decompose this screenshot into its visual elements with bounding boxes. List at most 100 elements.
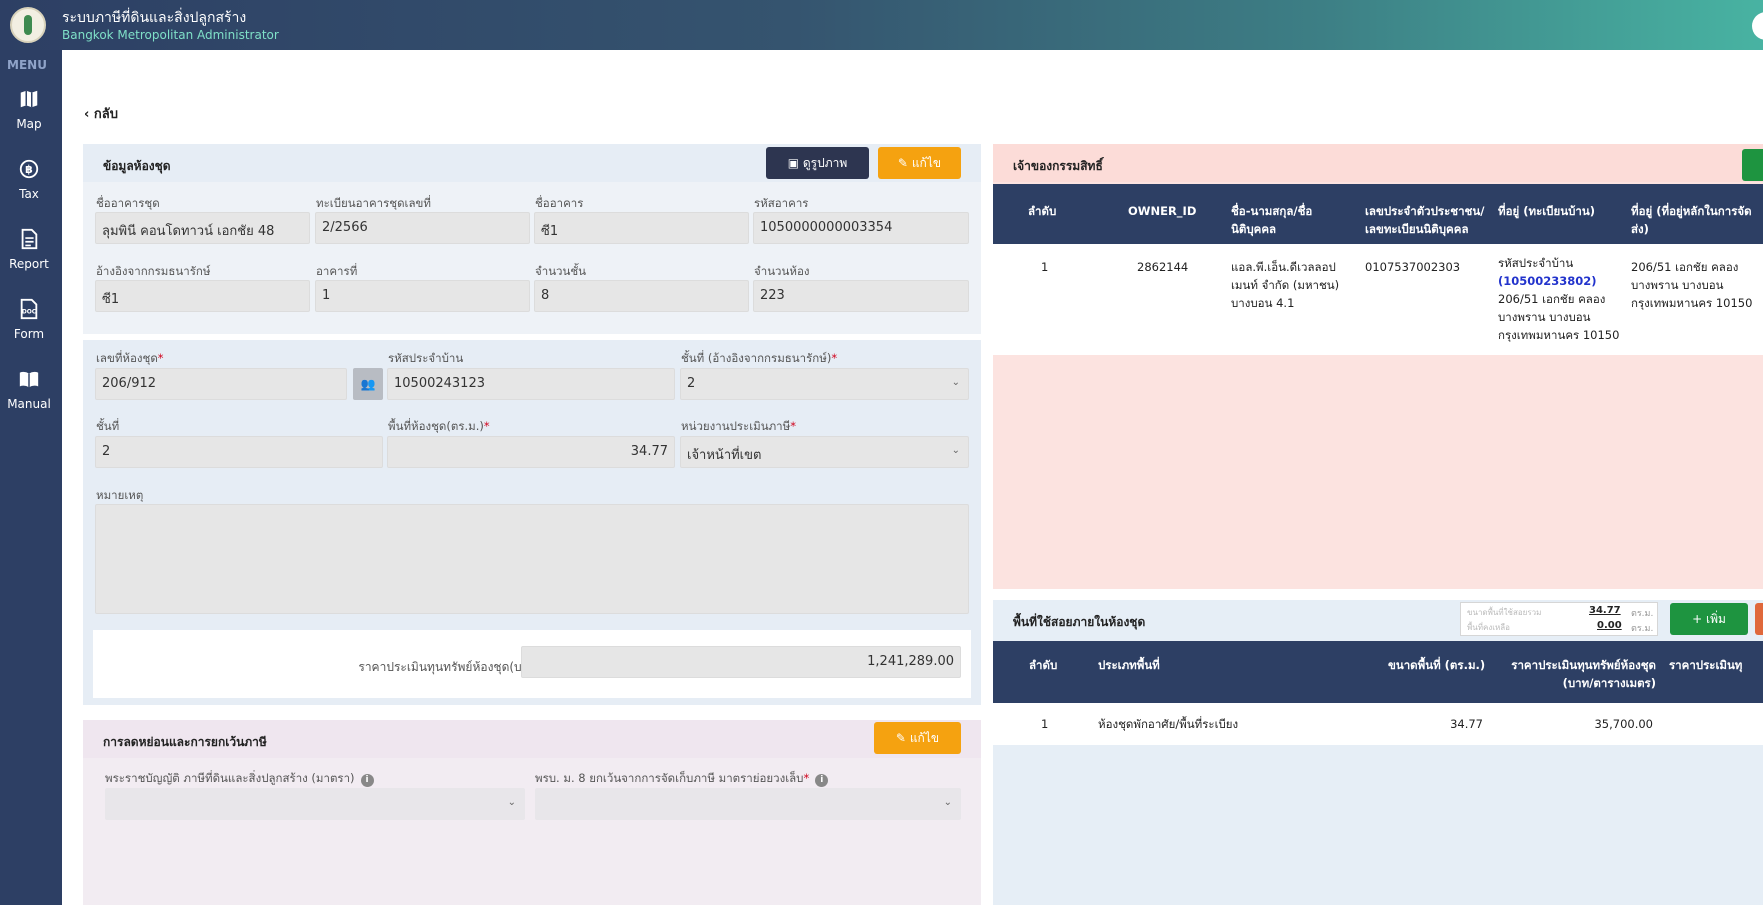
back-link[interactable]: ‹ กลับ <box>84 103 118 124</box>
col-area-size: ขนาดพื้นที่ (ตร.ม.) <box>1388 658 1486 672</box>
edit-label: แก้ไข <box>909 731 940 745</box>
act-select[interactable]: ⌄ <box>105 788 525 820</box>
floor-field[interactable]: 2 <box>95 436 383 468</box>
users-icon: 👥 <box>360 377 376 391</box>
chevron-left-icon: ‹ <box>84 107 90 122</box>
treasury-ref-label: อ้างอิงจากกรมธนารักษ์ <box>96 264 211 278</box>
unit-info-panel: เลขที่ห้องชุด* 206/912 👥 รหัสประจำบ้าน 1… <box>83 340 981 705</box>
sidebar-item-label: Tax <box>19 187 39 201</box>
building-code-label: รหัสอาคาร <box>754 196 809 210</box>
row-address: รหัสประจำบ้าน (10500233802) 206/51 เอกชั… <box>1498 254 1623 344</box>
usage-panel: พื้นที่ใช้สอยภายในห้องชุด ขนาดพื้นที่ใช้… <box>993 600 1763 905</box>
total-area-value: 34.77 <box>1589 605 1621 616</box>
exempt-select[interactable]: ⌄ <box>535 788 961 820</box>
table-row[interactable]: 1 ห้องชุดพักอาศัย/พื้นที่ระเบียง 34.77 3… <box>993 703 1763 745</box>
add-usage-button[interactable]: + เพิ่ม <box>1670 603 1748 635</box>
sidebar-item-map[interactable]: Map <box>0 87 58 147</box>
row-owner-id: 2862144 <box>1137 260 1189 274</box>
act-label: พระราชบัญญัติ ภาษีที่ดินและสิ่งปลูกสร้าง… <box>105 770 374 788</box>
exemption-title: การลดหย่อนและการยกเว้นภาษี <box>103 735 267 749</box>
registration-no-label: ทะเบียนอาคารชุดเลขที่ <box>316 196 431 210</box>
area-field[interactable]: 34.77 <box>387 436 675 468</box>
assessor-label: หน่วยงานประเมินภาษี* <box>681 419 796 433</box>
image-icon: ▣ <box>787 156 800 170</box>
svg-text:฿: ฿ <box>25 163 33 176</box>
owners-table-header: ลำดับ OWNER_ID ชื่อ-นามสกุล/ชื่อนิติบุคค… <box>993 184 1763 244</box>
row-area-type: ห้องชุดพักอาศัย/พื้นที่ระเบียง <box>1098 717 1239 731</box>
pencil-icon: ✎ <box>897 156 908 170</box>
edit-exemption-button[interactable]: ✎ แก้ไข <box>874 722 961 754</box>
condo-info-title: ข้อมูลห้องชุด <box>103 159 171 173</box>
building-no-field[interactable]: 1 <box>315 280 530 312</box>
remaining-area-value: 0.00 <box>1597 620 1622 631</box>
appraisal-field[interactable]: 1,241,289.00 <box>521 646 961 678</box>
add-label: เพิ่ม <box>1705 612 1726 626</box>
col-area-type: ประเภทพื้นที่ <box>1098 658 1160 672</box>
sidebar-item-report[interactable]: Report <box>0 227 58 287</box>
treasury-ref-field[interactable]: ซี1 <box>95 280 310 312</box>
baht-icon: ฿ <box>19 159 39 179</box>
col-no: ลำดับ <box>1028 204 1057 218</box>
owner-lookup-button[interactable]: 👥 <box>353 368 383 400</box>
edit-condo-button[interactable]: ✎ แก้ไข <box>878 147 961 179</box>
info-icon: i <box>815 774 829 787</box>
remaining-area-label: พื้นที่คงเหลือ <box>1467 623 1510 632</box>
col-tax-id: เลขประจำตัวประชาชน/เลขทะเบียนนิติบุคคล <box>1365 204 1485 236</box>
assessor-select[interactable]: เจ้าหน้าที่เขต ⌄ <box>680 436 969 468</box>
top-header: ระบบภาษีที่ดินและสิ่งปลูกสร้าง Bangkok M… <box>0 0 1763 50</box>
unit-no-label: เลขที่ห้องชุด* <box>96 351 164 365</box>
room-count-field[interactable]: 223 <box>753 280 969 312</box>
app-subtitle: Bangkok Metropolitan Administrator <box>62 28 279 42</box>
app-title: ระบบภาษีที่ดินและสิ่งปลูกสร้าง <box>62 10 247 26</box>
col-name: ชื่อ-นามสกุล/ชื่อนิติบุคคล <box>1231 204 1313 236</box>
house-code-field[interactable]: 10500243123 <box>387 368 675 400</box>
house-code-link[interactable]: (10500233802) <box>1498 274 1597 288</box>
tower-name-field[interactable]: ซี1 <box>534 212 749 244</box>
pencil-icon: ✎ <box>895 731 906 745</box>
delete-usage-button[interactable] <box>1755 603 1763 635</box>
sidebar-item-label: Map <box>16 117 42 131</box>
info-icon: i <box>360 774 374 787</box>
exempt-label: พรบ. ม. 8 ยกเว้นจากการจัดเก็บภาษี มาตราย… <box>535 770 829 788</box>
row-price-per-sqm: 35,700.00 <box>1594 717 1653 731</box>
view-image-button[interactable]: ▣ ดูรูปภาพ <box>766 147 869 179</box>
col-address: ที่อยู่ (ทะเบียนบ้าน) <box>1498 204 1595 218</box>
unit-no-field[interactable]: 206/912 <box>95 368 347 400</box>
floor-treasury-select[interactable]: 2 ⌄ <box>680 368 969 400</box>
book-icon <box>19 371 39 388</box>
col-owner-id: OWNER_ID <box>1128 204 1197 218</box>
row-mailing-address: 206/51 เอกชัย คลองบางพราน บางบอน กรุงเทพ… <box>1631 260 1753 310</box>
sidebar-item-tax[interactable]: ฿ Tax <box>0 157 58 217</box>
row-area-size: 34.77 <box>1450 717 1483 731</box>
area-label: พื้นที่ห้องชุด(ตร.ม.)* <box>388 419 490 433</box>
svg-text:DOC: DOC <box>22 309 36 316</box>
exemption-header: การลดหย่อนและการยกเว้นภาษี <box>83 720 981 758</box>
row-name: แอล.พี.เอ็น.ดีเวลลอปเมนท์ จำกัด (มหาชน) … <box>1231 260 1340 310</box>
floor-count-field[interactable]: 8 <box>534 280 749 312</box>
usage-summary: ขนาดพื้นที่ใช้สอยรวม 34.77 ตร.ม. พื้นที่… <box>1460 602 1658 636</box>
avatar[interactable] <box>1752 12 1763 40</box>
usage-title: พื้นที่ใช้สอยภายในห้องชุด <box>1013 615 1146 629</box>
floor-treasury-value: 2 <box>687 376 696 391</box>
chevron-down-icon: ⌄ <box>951 445 960 456</box>
total-area-label: ขนาดพื้นที่ใช้สอยรวม <box>1467 608 1542 617</box>
sidebar-item-form[interactable]: DOC Form <box>0 297 58 357</box>
building-code-field[interactable]: 1050000000003354 <box>753 212 969 244</box>
chevron-down-icon: ⌄ <box>507 797 516 808</box>
sidebar-item-manual[interactable]: Manual <box>0 367 58 427</box>
col-no: ลำดับ <box>1029 658 1058 672</box>
tower-name-label: ชื่ออาคาร <box>535 196 584 210</box>
appraisal-box: ราคาประเมินทุนทรัพย์ห้องชุด(บาท) 1,241,2… <box>93 630 971 698</box>
table-row[interactable]: 1 2862144 แอล.พี.เอ็น.ดีเวลลอปเมนท์ จำกั… <box>993 244 1763 355</box>
building-name-field[interactable]: ลุมพินี คอนโดทาวน์ เอกชัย 48 <box>95 212 310 244</box>
exemption-panel: การลดหย่อนและการยกเว้นภาษี ✎ แก้ไข พระรา… <box>83 720 981 905</box>
add-owner-button[interactable] <box>1742 149 1763 181</box>
plus-icon: + <box>1692 612 1703 626</box>
owners-header: เจ้าของกรรมสิทธิ์ <box>993 144 1763 182</box>
remark-textarea[interactable] <box>95 504 969 614</box>
document-icon <box>21 228 38 250</box>
assessor-value: เจ้าหน้าที่เขต <box>687 448 762 463</box>
condo-info-panel: ข้อมูลห้องชุด ▣ ดูรูปภาพ ✎ แก้ไข ชื่ออาค… <box>83 144 981 334</box>
registration-no-field[interactable]: 2/2566 <box>315 212 530 244</box>
appraisal-label: ราคาประเมินทุนทรัพย์ห้องชุด(บาท) <box>358 660 541 674</box>
